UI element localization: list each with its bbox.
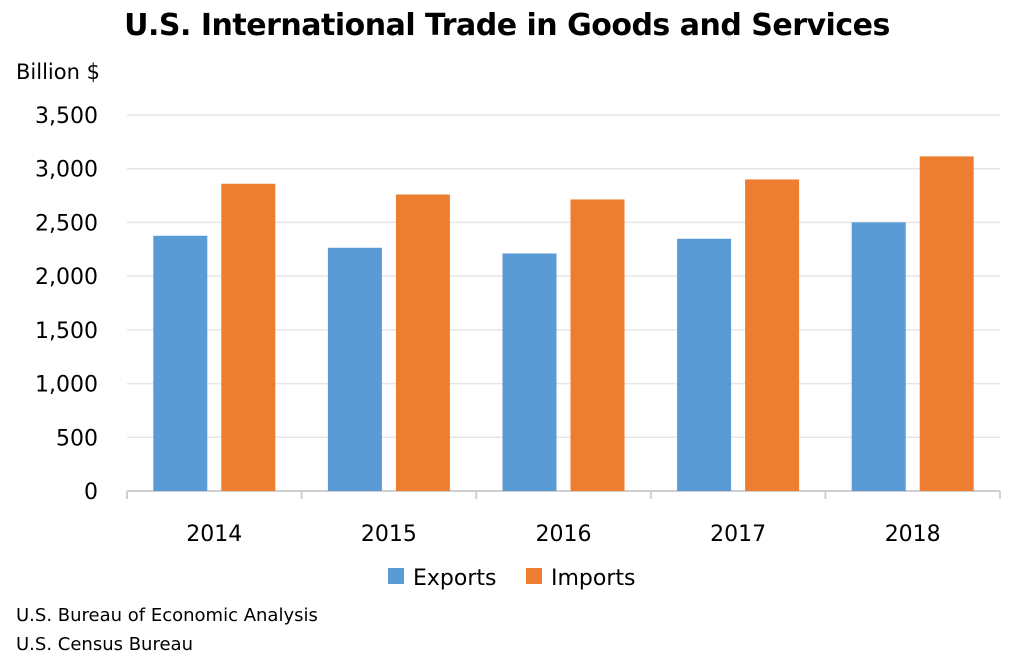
bar-imports-2014 bbox=[221, 183, 276, 492]
legend-label-imports: Imports bbox=[551, 566, 635, 591]
y-tick-label: 0 bbox=[84, 480, 98, 505]
y-tick-label: 3,000 bbox=[35, 158, 98, 183]
x-tick-label: 2014 bbox=[186, 522, 242, 547]
legend-swatch-exports bbox=[388, 568, 404, 584]
y-tick-label: 2,500 bbox=[35, 211, 98, 236]
y-tick-label: 500 bbox=[56, 426, 98, 451]
bar-exports-2016 bbox=[502, 253, 557, 491]
x-tick-label: 2018 bbox=[885, 522, 941, 547]
legend-swatch-imports bbox=[526, 568, 542, 584]
source-bea: U.S. Bureau of Economic Analysis bbox=[16, 605, 318, 626]
bar-exports-2015 bbox=[327, 247, 382, 491]
bar-imports-2016 bbox=[570, 199, 625, 492]
legend-label-exports: Exports bbox=[413, 566, 496, 591]
bar-imports-2018 bbox=[919, 156, 974, 492]
x-tick-label: 2016 bbox=[536, 522, 592, 547]
x-tick-label: 2015 bbox=[361, 522, 417, 547]
bar-imports-2015 bbox=[395, 194, 450, 492]
y-tick-label: 2,000 bbox=[35, 265, 98, 290]
y-axis-label: Billion $ bbox=[16, 60, 100, 84]
bar-exports-2018 bbox=[851, 222, 906, 491]
y-tick-label: 1,500 bbox=[35, 319, 98, 344]
y-tick-label: 3,500 bbox=[35, 104, 98, 129]
bar-imports-2017 bbox=[745, 179, 800, 491]
x-tick-label: 2017 bbox=[710, 522, 766, 547]
bar-exports-2014 bbox=[153, 235, 208, 491]
bar-exports-2017 bbox=[677, 238, 732, 491]
y-tick-label: 1,000 bbox=[35, 373, 98, 398]
source-census: U.S. Census Bureau bbox=[16, 634, 193, 655]
chart-title: U.S. International Trade in Goods and Se… bbox=[124, 8, 890, 43]
